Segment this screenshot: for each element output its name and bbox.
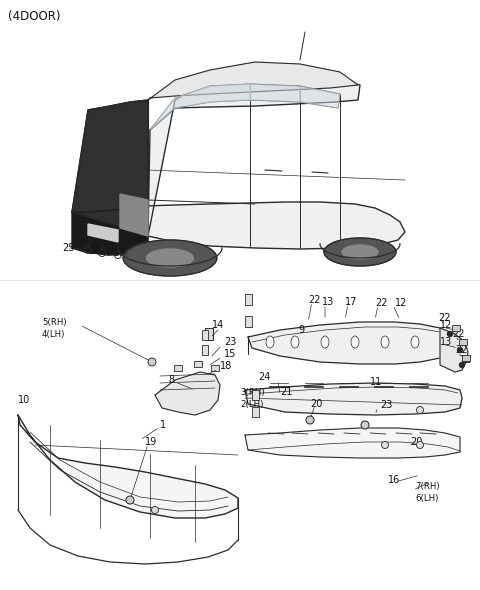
- Circle shape: [152, 506, 158, 513]
- Circle shape: [306, 416, 314, 424]
- Circle shape: [382, 441, 388, 448]
- Polygon shape: [440, 328, 468, 372]
- Ellipse shape: [321, 336, 329, 348]
- Text: 7(RH): 7(RH): [415, 483, 440, 491]
- Ellipse shape: [146, 249, 193, 267]
- Polygon shape: [245, 428, 460, 458]
- Bar: [252, 390, 259, 400]
- Text: 1: 1: [160, 420, 166, 430]
- Text: 19: 19: [145, 437, 157, 447]
- Text: 27: 27: [112, 248, 124, 258]
- Text: 20: 20: [310, 399, 323, 409]
- Text: 22: 22: [375, 298, 387, 308]
- Polygon shape: [148, 72, 360, 236]
- Ellipse shape: [411, 336, 419, 348]
- Polygon shape: [72, 100, 148, 236]
- Polygon shape: [88, 224, 118, 242]
- Bar: [459, 339, 467, 345]
- Bar: [245, 294, 252, 305]
- Polygon shape: [250, 84, 300, 102]
- Circle shape: [457, 348, 463, 352]
- Bar: [202, 330, 208, 340]
- Bar: [202, 345, 208, 355]
- Text: 26: 26: [88, 246, 100, 256]
- Ellipse shape: [342, 245, 378, 259]
- Text: 23: 23: [224, 337, 236, 347]
- Polygon shape: [150, 84, 250, 130]
- Polygon shape: [155, 372, 220, 415]
- Text: 6(LH): 6(LH): [415, 494, 438, 503]
- Text: 11: 11: [370, 377, 382, 387]
- Bar: [462, 355, 470, 361]
- Text: 16: 16: [388, 475, 400, 485]
- Bar: [211, 365, 219, 371]
- Text: 4(LH): 4(LH): [42, 329, 65, 339]
- Polygon shape: [120, 194, 148, 236]
- Ellipse shape: [381, 336, 389, 348]
- Text: 25: 25: [62, 243, 74, 253]
- Text: 9: 9: [298, 325, 304, 335]
- Polygon shape: [248, 322, 458, 364]
- Text: 13: 13: [440, 337, 452, 347]
- Polygon shape: [148, 62, 358, 100]
- Text: 24: 24: [258, 372, 270, 382]
- Text: 22: 22: [452, 329, 465, 339]
- Text: 20: 20: [410, 437, 422, 447]
- Text: 12: 12: [395, 298, 408, 308]
- Bar: [174, 365, 182, 371]
- Circle shape: [148, 358, 156, 366]
- Circle shape: [459, 362, 465, 368]
- Text: 17: 17: [345, 297, 358, 307]
- Ellipse shape: [351, 336, 359, 348]
- Text: 3(RH): 3(RH): [240, 388, 264, 396]
- Circle shape: [126, 496, 134, 504]
- Ellipse shape: [324, 238, 396, 266]
- Polygon shape: [18, 415, 238, 518]
- Bar: [245, 316, 252, 327]
- Polygon shape: [72, 202, 405, 249]
- Text: 22: 22: [438, 313, 451, 323]
- Text: 23: 23: [380, 400, 392, 410]
- Text: 10: 10: [18, 395, 30, 405]
- Text: 18: 18: [220, 361, 232, 371]
- Text: 5(RH): 5(RH): [42, 317, 67, 326]
- Circle shape: [417, 407, 423, 414]
- Text: 2(LH): 2(LH): [240, 399, 264, 408]
- Circle shape: [361, 421, 369, 429]
- Circle shape: [417, 441, 423, 448]
- Text: 14: 14: [212, 320, 224, 330]
- Ellipse shape: [123, 240, 217, 276]
- Text: 8: 8: [168, 375, 174, 385]
- Polygon shape: [72, 212, 148, 255]
- Bar: [194, 361, 202, 367]
- Text: 12: 12: [460, 355, 472, 365]
- Polygon shape: [300, 86, 340, 108]
- Circle shape: [447, 332, 453, 336]
- Bar: [252, 407, 259, 417]
- Ellipse shape: [291, 336, 299, 348]
- Text: 15: 15: [224, 349, 236, 359]
- Bar: [205, 328, 213, 340]
- Polygon shape: [245, 383, 462, 415]
- Bar: [452, 325, 460, 331]
- Text: 13: 13: [322, 297, 334, 307]
- Text: 21: 21: [280, 387, 292, 397]
- Text: 22: 22: [308, 295, 321, 305]
- Text: 22: 22: [455, 345, 468, 355]
- Text: (4DOOR): (4DOOR): [8, 10, 60, 23]
- Text: 12: 12: [440, 320, 452, 330]
- Ellipse shape: [266, 336, 274, 348]
